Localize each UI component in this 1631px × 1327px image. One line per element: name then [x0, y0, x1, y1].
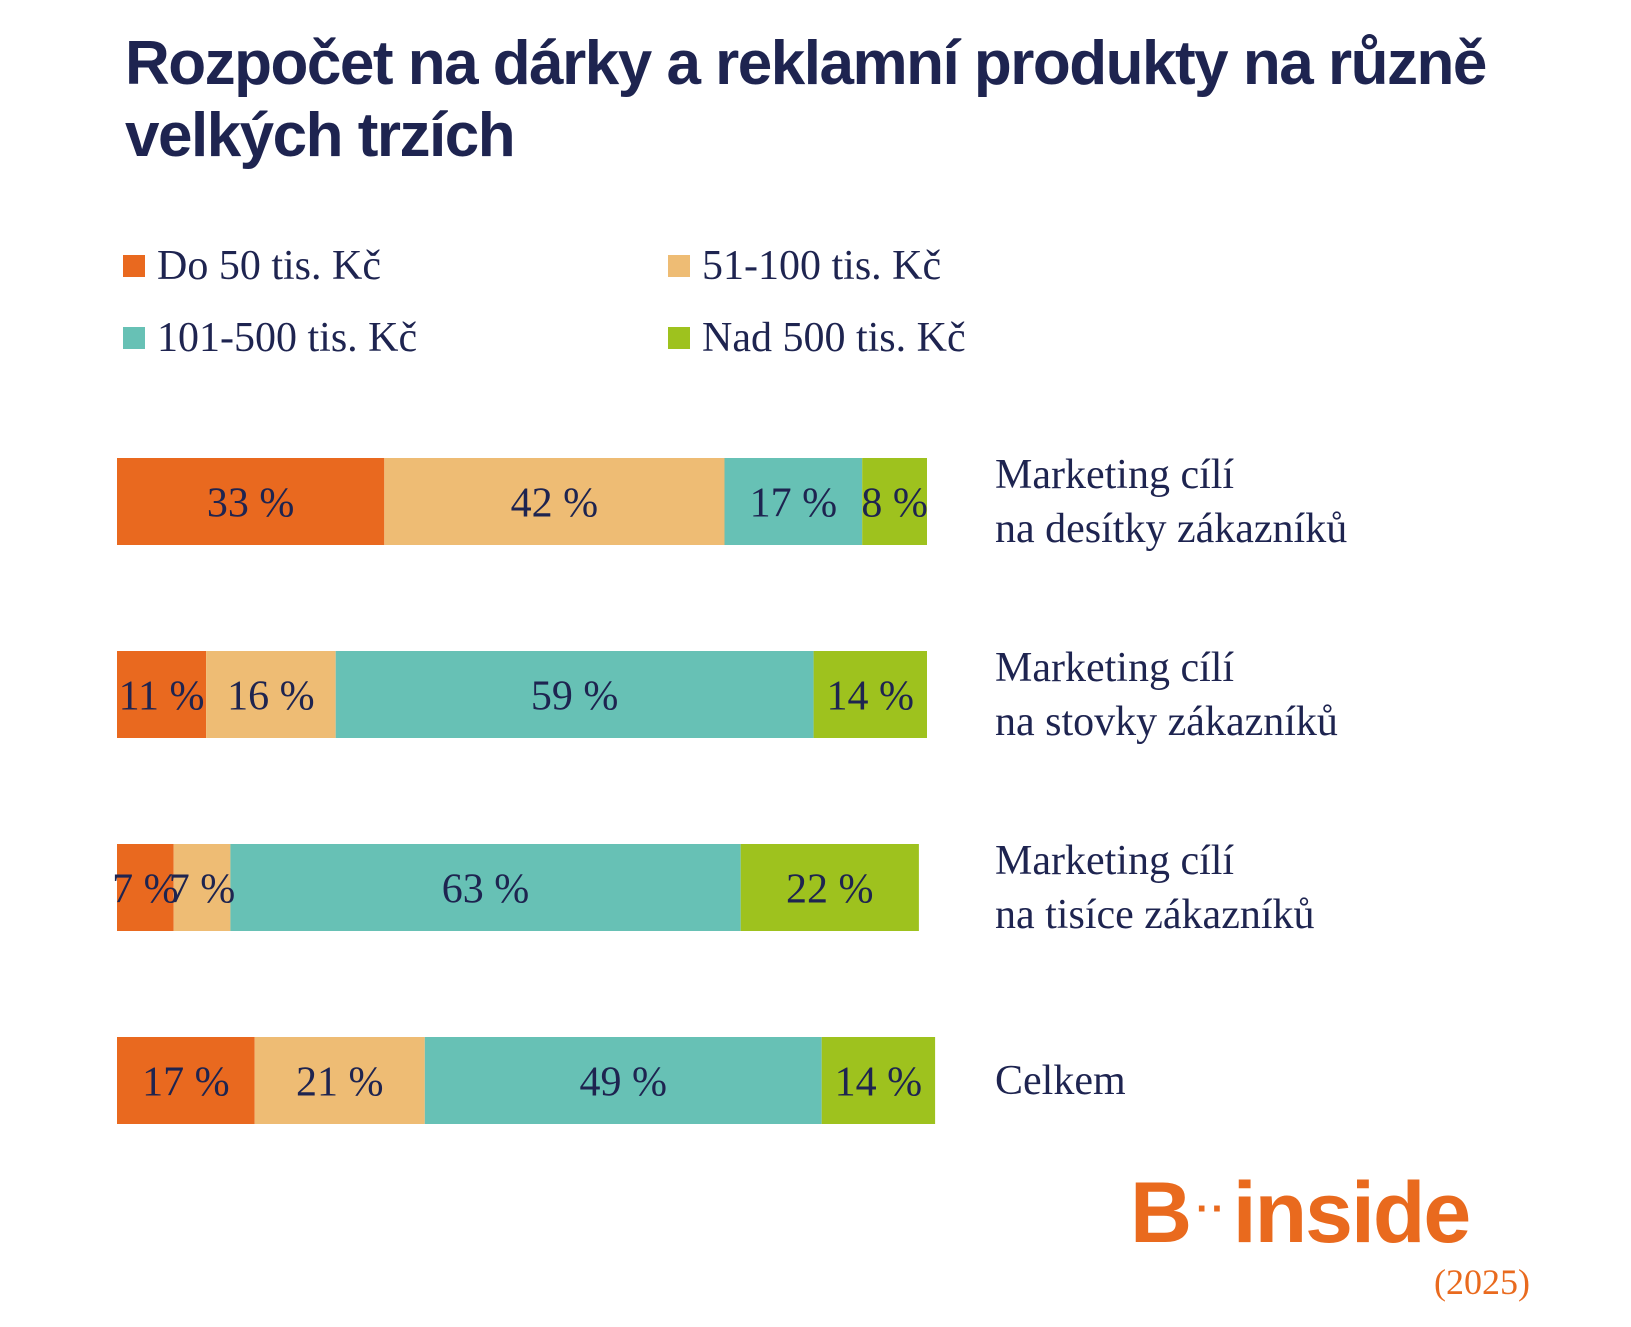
data-label: 7 % [169, 867, 236, 913]
data-label: 14 % [835, 1060, 923, 1106]
data-label: 7 % [112, 867, 179, 913]
data-label: 63 % [442, 867, 530, 913]
category-label-line: Marketing cílí [995, 451, 1235, 498]
b-inside-logo: B ··inside [1130, 1168, 1530, 1264]
category-label: Marketing cílí na tisíce zákazníků [995, 834, 1555, 942]
category-label-line: Marketing cílí [995, 644, 1235, 691]
data-label: 22 % [786, 867, 874, 913]
data-label: 17 % [750, 481, 838, 527]
bar-segment [117, 1037, 255, 1124]
data-label: 59 % [531, 674, 619, 720]
data-label: 17 % [142, 1060, 230, 1106]
legend-item-nad-500: Nad 500 tis. Kč [668, 316, 966, 360]
bar-segment [424, 1037, 822, 1124]
bar-segment [206, 651, 336, 738]
bar-segment [821, 1037, 936, 1124]
legend-swatch [123, 255, 145, 278]
bar-row: 11 % 16 % 59 % 14 % [117, 651, 927, 738]
legend-label: Do 50 tis. Kč [157, 243, 381, 289]
chart-title: Rozpočet na dárky a reklamní produkty na… [125, 29, 1487, 170]
category-label-line: na tisíce zákazníků [995, 891, 1315, 938]
legend-label: 101-500 tis. Kč [157, 315, 418, 361]
category-label: Marketing cílí na stovky zákazníků [995, 641, 1555, 749]
legend-item-101-500: 101-500 tis. Kč [123, 316, 417, 360]
category-label-line: Marketing cílí [995, 837, 1235, 884]
bar-row: 17 % 21 % 49 % 14 % [117, 1037, 936, 1124]
category-label-line: Celkem [995, 1057, 1126, 1104]
bar-segment [724, 458, 863, 545]
legend-item-51-100: 51-100 tis. Kč [668, 244, 941, 288]
category-label: Marketing cílí na desítky zákazníků [995, 448, 1555, 556]
data-label: 33 % [207, 481, 295, 527]
bar-segment [862, 458, 927, 545]
data-label: 49 % [580, 1060, 668, 1106]
bar-segment [117, 651, 207, 738]
logo-b: B [1130, 1165, 1192, 1261]
category-label-line: na stovky zákazníků [995, 698, 1338, 745]
logo-dots: ·· [1196, 1187, 1227, 1232]
bar-segment [230, 844, 741, 931]
bar-segment [335, 651, 814, 738]
bar-segment [254, 1037, 425, 1124]
legend-item-do-50: Do 50 tis. Kč [123, 244, 381, 288]
bar-row: 33 % 42 % 17 % 8 % [117, 458, 928, 545]
data-label: 16 % [227, 674, 315, 720]
category-label: Celkem [995, 1054, 1555, 1108]
year-label: (2025) [1434, 1262, 1530, 1302]
bar-row: 7 %7 % 63 % 22 % [112, 844, 919, 931]
category-label-line: na desítky zákazníků [995, 505, 1348, 552]
legend-swatch [668, 255, 690, 278]
data-label: 21 % [296, 1060, 384, 1106]
bar-segment [173, 844, 231, 931]
legend-swatch [123, 327, 145, 350]
bar-segment [117, 458, 385, 545]
legend-swatch [668, 327, 690, 350]
bar-segment [740, 844, 919, 931]
legend-label: 51-100 tis. Kč [702, 243, 942, 289]
data-label: 14 % [827, 674, 915, 720]
data-label: 42 % [511, 481, 599, 527]
bar-segment [813, 651, 927, 738]
bar-segment [384, 458, 725, 545]
bar-segment [117, 844, 174, 931]
legend-label: Nad 500 tis. Kč [702, 315, 966, 361]
logo-inside: inside [1232, 1165, 1472, 1261]
data-label: 8 % [861, 481, 928, 527]
data-label: 11 % [119, 674, 205, 720]
